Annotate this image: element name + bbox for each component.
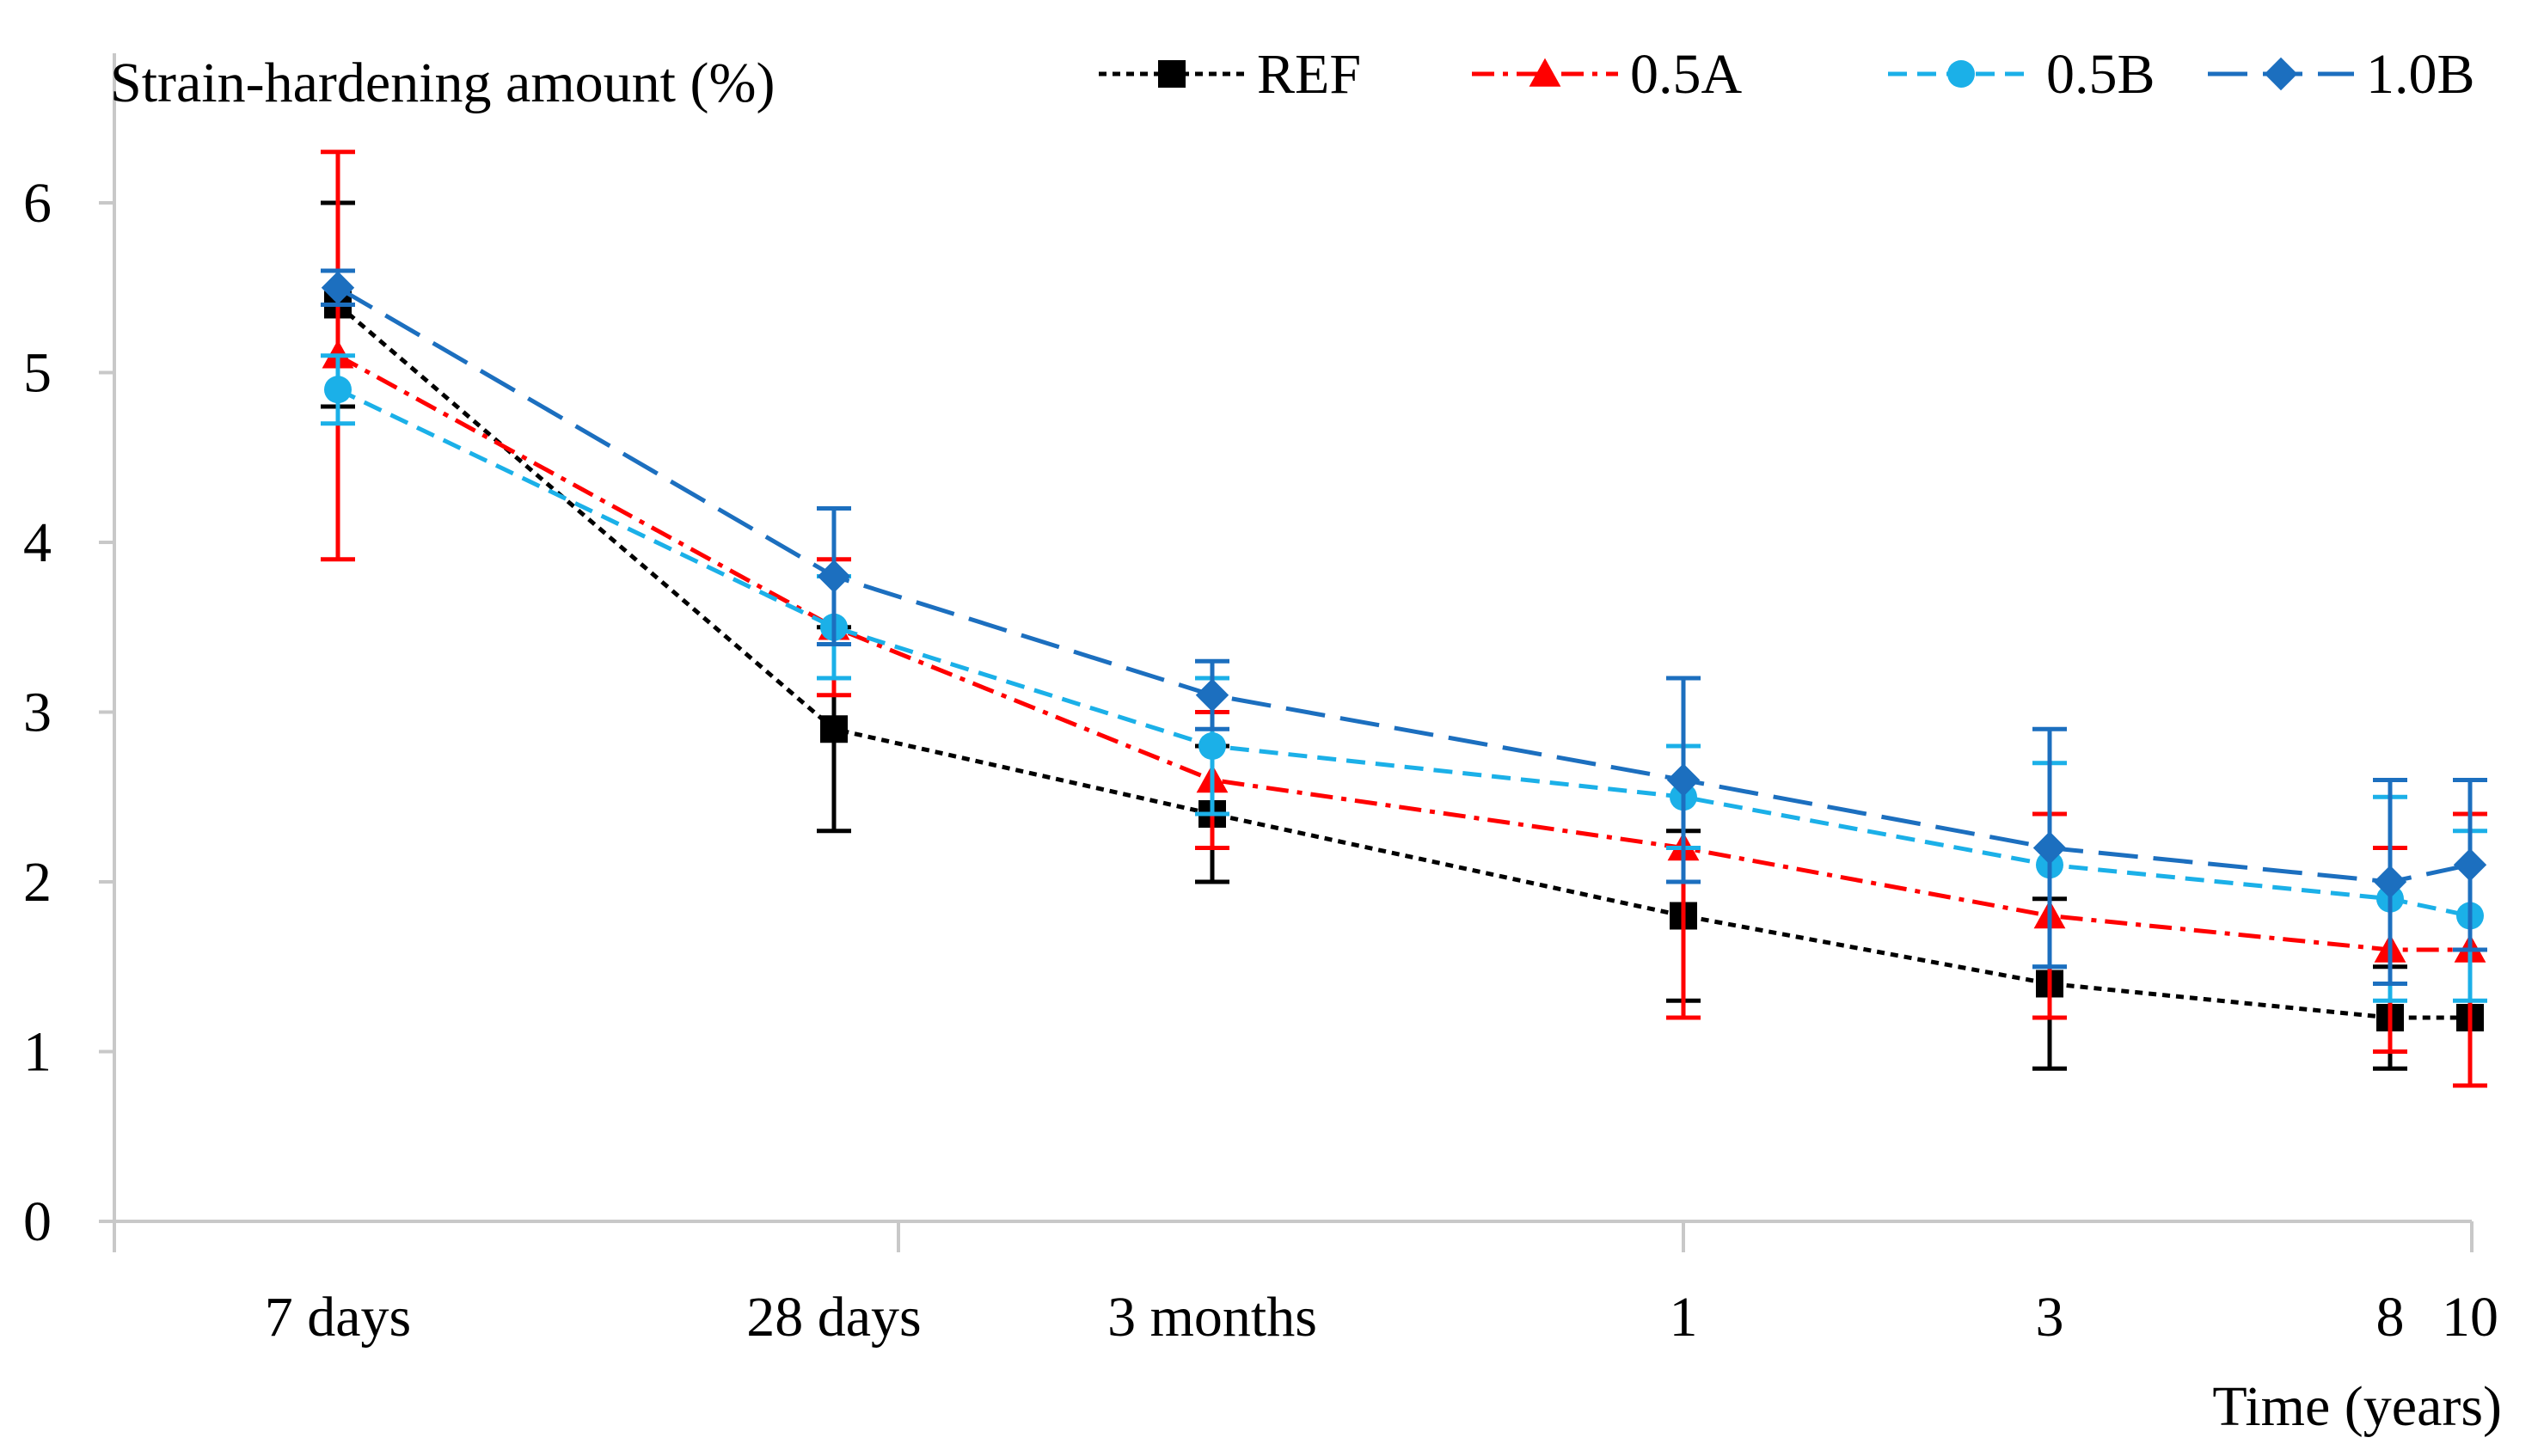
series-0.5A	[321, 150, 2487, 1088]
series-1.0B	[321, 268, 2487, 986]
x-tick-label: 8	[2376, 1286, 2405, 1349]
legend-item-0.5A: 0.5A	[1472, 43, 1743, 106]
data-point	[2453, 848, 2487, 882]
x-tick-label: 3 months	[1107, 1286, 1317, 1349]
series-layer	[321, 150, 2487, 1088]
series-line	[336, 285, 2471, 884]
y-tick-label: 5	[23, 342, 52, 405]
x-tick-label: 28 days	[746, 1286, 921, 1349]
x-tick-label: 7 days	[265, 1286, 411, 1349]
series-line	[336, 303, 2470, 1020]
data-point	[1666, 763, 1701, 797]
legend-marker	[1529, 58, 1561, 87]
legend-item-1.0B: 1.0B	[2208, 43, 2475, 106]
y-tick-label: 4	[23, 511, 52, 574]
legend-item-REF: REF	[1099, 43, 1361, 106]
y-tick-label: 0	[23, 1190, 52, 1253]
x-tick-label: 3	[2036, 1286, 2064, 1349]
y-tick-label: 1	[23, 1021, 52, 1084]
data-point	[820, 715, 848, 743]
series-0.5B	[321, 353, 2487, 1003]
data-point	[1195, 678, 1229, 712]
data-point	[321, 271, 355, 304]
y-tick-label: 6	[23, 172, 52, 235]
series-line	[336, 353, 2470, 952]
axes: 0 1 2 3 4 5 6 7 days 28 days 3 months 1 3 8 10	[23, 53, 2498, 1349]
series-REF	[321, 200, 2487, 1088]
legend-label: 0.5B	[2046, 43, 2155, 106]
data-point	[2373, 865, 2407, 899]
legend-label: 1.0B	[2366, 43, 2475, 106]
data-point	[2032, 831, 2067, 865]
y-tick-label: 2	[23, 851, 52, 914]
x-axis-label: Time (years)	[2212, 1375, 2502, 1438]
chart-title: Strain-hardening amount (%)	[110, 52, 775, 114]
data-point	[1198, 732, 1226, 760]
data-point	[324, 376, 352, 404]
legend-label: 0.5A	[1630, 43, 1743, 106]
series-line	[336, 387, 2471, 918]
legend-marker	[2264, 57, 2298, 91]
y-tick-label: 3	[23, 682, 52, 744]
x-tick-label: 1	[1670, 1286, 1698, 1349]
data-point	[817, 560, 851, 593]
x-tick-label: 10	[2442, 1286, 2498, 1349]
legend-marker	[1947, 60, 1975, 88]
legend-marker	[1158, 60, 1186, 88]
legend-label: REF	[1257, 43, 1361, 106]
legend: REF 0.5A 0.5B 1.0B	[1099, 43, 2475, 106]
legend-item-0.5B: 0.5B	[1888, 43, 2155, 106]
